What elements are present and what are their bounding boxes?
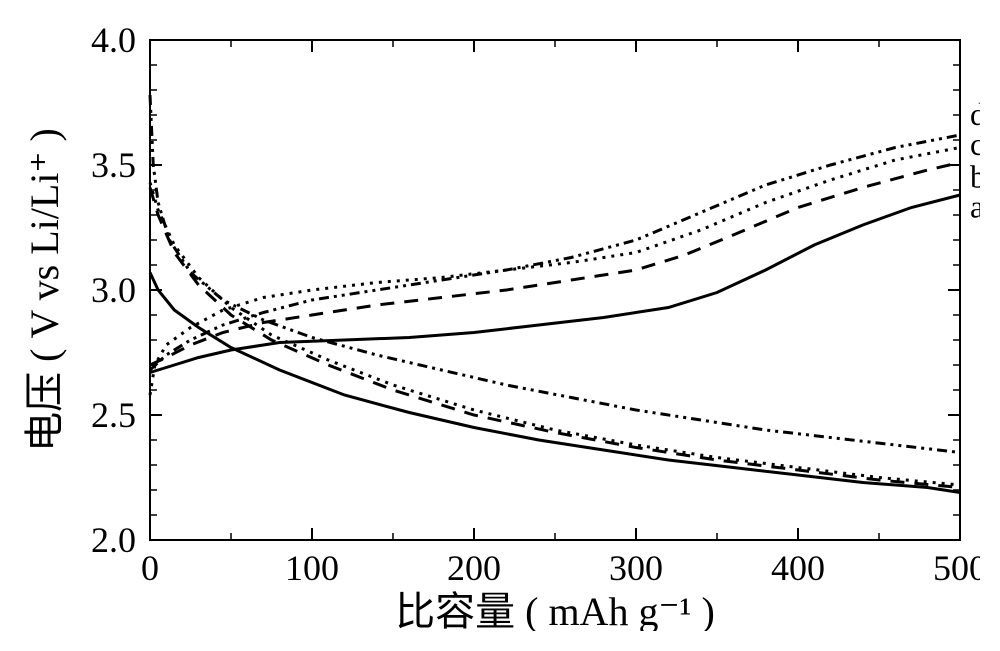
series-d-discharge [150, 95, 960, 453]
y-tick-label: 4.0 [91, 20, 136, 60]
y-tick-label: 3.5 [91, 145, 136, 185]
x-tick-label: 500 [933, 548, 980, 588]
y-axis-label: 电压 ( V vs Li/Li⁺ ) [22, 128, 67, 452]
y-tick-label: 3.0 [91, 270, 136, 310]
voltage-capacity-chart: 0 100 200 300 400 500 2.0 2.5 3.0 3.5 4.0 比容量 ( mAh… [20, 20, 980, 631]
series-label-c: c [970, 126, 980, 162]
series-label-a: a [970, 189, 980, 225]
x-tick-label: 300 [609, 548, 663, 588]
plot-border [150, 40, 960, 540]
x-axis-label: 比容量 ( mAh g⁻¹ ) [395, 589, 715, 631]
y-tick-label: 2.5 [91, 395, 136, 435]
x-tick-label: 400 [771, 548, 825, 588]
x-tick-label: 0 [141, 548, 159, 588]
x-tick-label: 100 [285, 548, 339, 588]
chart-svg: 0 100 200 300 400 500 2.0 2.5 3.0 3.5 4.0 比容量 ( mAh… [20, 20, 980, 631]
x-tick-label: 200 [447, 548, 501, 588]
series-c-charge [150, 148, 960, 396]
series-a-discharge [150, 273, 960, 493]
y-tick-label: 2.0 [91, 520, 136, 560]
